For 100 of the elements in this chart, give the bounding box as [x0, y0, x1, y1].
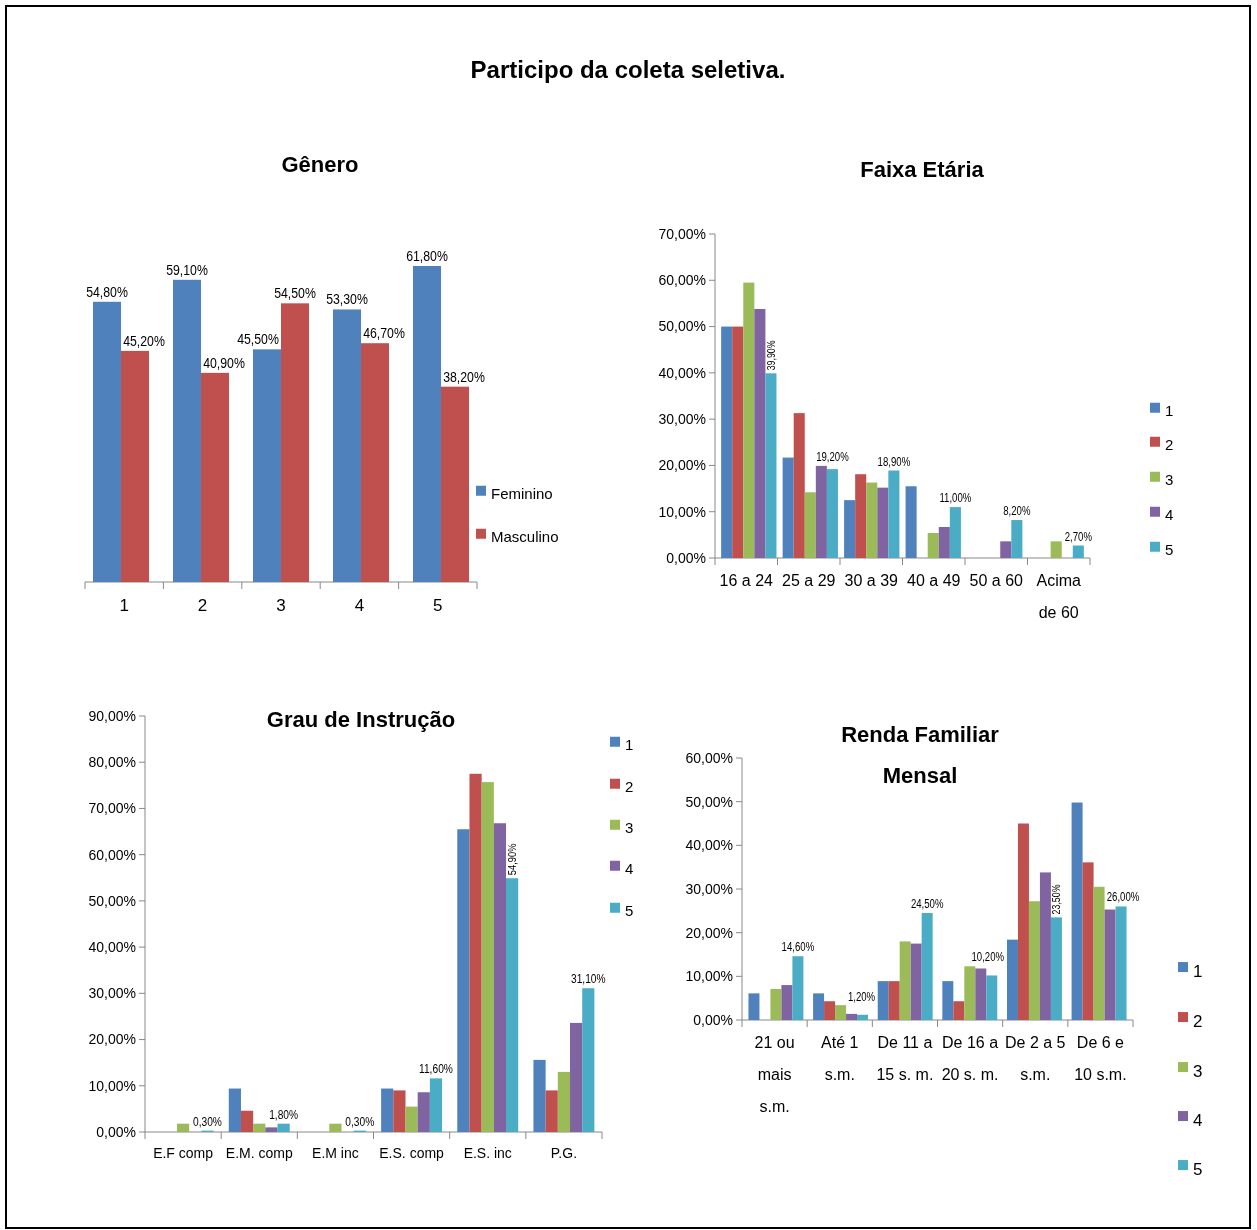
bar [743, 282, 755, 558]
y-tick-label: 0,00% [666, 549, 706, 566]
bar [457, 829, 470, 1132]
bar [253, 349, 281, 582]
bar [815, 465, 827, 558]
data-label: 0,30% [192, 1114, 228, 1129]
bar [826, 469, 838, 558]
legend-label: 1 [1165, 401, 1174, 419]
bar [329, 1123, 342, 1132]
data-label: 11,00% [939, 491, 980, 506]
y-tick-label: 70,00% [658, 225, 706, 242]
x-tick-label: 40 a 49 [907, 572, 961, 589]
x-tick-label: 16 a 24 [719, 572, 774, 589]
bar [793, 413, 805, 558]
legend-label: 2 [1193, 1011, 1203, 1031]
bar [545, 1090, 558, 1132]
bar [333, 309, 361, 582]
bar [986, 975, 998, 1020]
bar [413, 266, 441, 582]
data-label: 10,20% [971, 950, 1013, 965]
bar [1039, 872, 1051, 1020]
y-tick-label: 0,00% [693, 1011, 733, 1028]
data-label: 26,00% [1106, 890, 1148, 905]
x-tick-label: P.G. [550, 1145, 578, 1161]
x-tick-label: E.F comp [153, 1145, 214, 1161]
chart-title: Gênero [281, 152, 359, 177]
y-tick-label: 20,00% [88, 1031, 136, 1048]
bar [121, 350, 149, 582]
bar [938, 526, 950, 558]
x-tick-label: 25 a 29 [782, 572, 836, 589]
bar [281, 303, 309, 582]
legend-label: 2 [625, 777, 634, 795]
x-tick-label: E.M. comp [225, 1145, 293, 1161]
y-tick-label: 40,00% [685, 837, 733, 854]
bar [792, 956, 804, 1020]
bar [899, 941, 911, 1020]
bar [441, 386, 469, 582]
bar [417, 1092, 430, 1132]
data-label: 14,60% [781, 940, 823, 955]
bar [804, 492, 816, 558]
bar [1093, 886, 1105, 1020]
legend-label: 1 [1193, 961, 1203, 981]
data-label: 23,50% [1050, 877, 1063, 915]
bar [857, 1014, 869, 1020]
bar [927, 533, 939, 558]
data-label: 18,90% [877, 454, 919, 469]
x-tick-label: De 2 a 5 s.m. [1005, 1034, 1066, 1083]
y-tick-label: 40,00% [658, 364, 706, 381]
legend-label: 5 [625, 901, 634, 919]
y-tick-label: 90,00% [88, 707, 136, 724]
x-tick-label: Até 1 s.m. [821, 1034, 859, 1083]
legend-label: Feminino [491, 484, 553, 502]
y-tick-label: 0,00% [96, 1123, 136, 1140]
bar [1011, 520, 1023, 558]
bar [748, 993, 760, 1020]
data-label: 46,70% [363, 324, 415, 342]
bar [570, 1022, 583, 1132]
data-label: 1,20% [847, 989, 882, 1004]
x-tick-label: 5 [433, 596, 443, 615]
bar [770, 989, 782, 1020]
bar [846, 1013, 858, 1020]
data-label: 38,20% [443, 367, 495, 385]
data-label: 1,80% [269, 1107, 304, 1122]
chart-title: Faixa Etária [860, 157, 985, 182]
bar [754, 308, 766, 558]
bar [855, 474, 867, 558]
bar [429, 1078, 443, 1132]
x-tick-label: E.M inc [312, 1145, 359, 1161]
bar [765, 373, 777, 558]
bar [942, 981, 954, 1020]
bar [405, 1106, 418, 1132]
y-tick-label: 30,00% [685, 880, 733, 897]
y-tick-label: 10,00% [658, 503, 706, 520]
y-tick-label: 60,00% [685, 749, 733, 766]
x-tick-label: 30 a 39 [844, 572, 899, 589]
x-tick-label: 50 a 60 [969, 572, 1024, 589]
bar [469, 773, 482, 1132]
bar [506, 878, 519, 1132]
data-label: 61,80% [406, 247, 458, 264]
data-label: 39,90% [764, 333, 777, 371]
data-label: 11,60% [419, 1062, 459, 1077]
bar [877, 981, 889, 1020]
y-tick-label: 70,00% [88, 800, 136, 817]
x-tick-label: 21 ou mais s.m. [754, 1034, 795, 1115]
data-label: 0,30% [345, 1114, 380, 1129]
legend-label: 2 [1165, 435, 1174, 453]
y-tick-label: 30,00% [658, 411, 706, 428]
x-tick-label: 3 [276, 596, 286, 615]
text: Participo da coleta seletiva. [470, 56, 786, 83]
data-label: 24,50% [910, 897, 952, 912]
x-tick-label: De 16 a 20 s. m. [941, 1034, 999, 1083]
bar [1104, 909, 1116, 1020]
bar [835, 1005, 847, 1020]
bar [949, 507, 961, 558]
bar [888, 470, 900, 558]
y-tick-label: 20,00% [658, 457, 706, 474]
bar [910, 943, 922, 1020]
x-tick-label: De 6 e 10 s.m. [1074, 1034, 1127, 1083]
bar [1082, 862, 1094, 1020]
bar [173, 279, 201, 582]
